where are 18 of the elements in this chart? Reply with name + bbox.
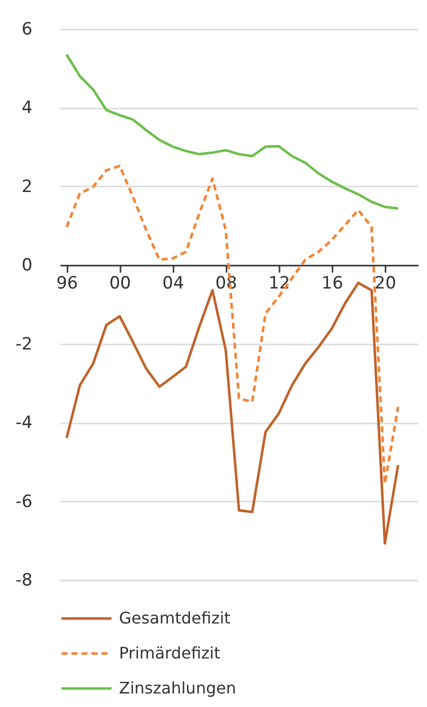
x-tick-label: 20 xyxy=(374,274,396,294)
x-tick-label: 16 xyxy=(321,274,344,294)
y-tick-label: 4 xyxy=(22,98,32,118)
y-tick-label: -6 xyxy=(16,492,32,512)
y-tick-label: 0 xyxy=(22,256,32,276)
x-tick-label: 96 xyxy=(56,274,78,294)
y-tick-label: -8 xyxy=(16,570,32,590)
y-tick-label: -4 xyxy=(16,413,32,434)
y-tick-label: -2 xyxy=(16,334,32,354)
legend-label: Gesamtdefizit xyxy=(119,608,230,628)
x-tick-label: 12 xyxy=(268,274,290,294)
x-tick-label: 00 xyxy=(109,274,131,294)
x-tick-label: 04 xyxy=(162,274,184,294)
line-series xyxy=(65,53,400,210)
y-tick-label: 2 xyxy=(22,176,32,197)
y-tick-label: 6 xyxy=(22,20,32,40)
legend-label: Zinszahlungen xyxy=(119,678,236,698)
legend-label: Primärdefizit xyxy=(119,644,220,662)
